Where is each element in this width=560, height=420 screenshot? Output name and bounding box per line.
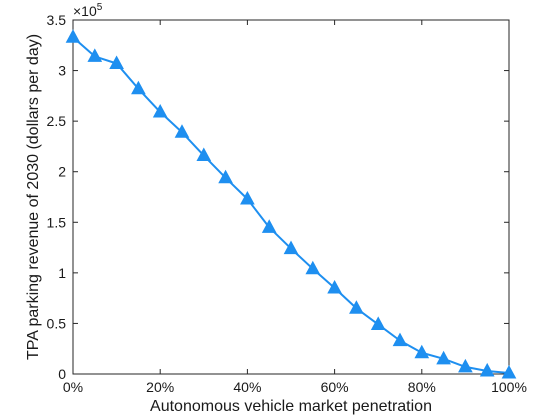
data-point-marker [109,55,124,69]
y-tick-label: 2 [58,164,66,180]
data-point-marker [479,362,495,377]
data-point-marker [458,358,473,373]
x-tick-label: 20% [146,379,174,395]
data-point-marker [436,350,451,365]
y-tick-label: 3 [58,63,66,79]
data-point-marker [174,124,190,138]
x-tick-label: 60% [321,379,349,395]
data-point-marker [283,240,299,255]
data-point-marker [414,344,430,359]
data-point-marker [349,300,364,314]
y-axis-multiplier-base: ×10 [73,3,97,19]
y-axis-multiplier: ×105 [73,2,103,19]
y-axis-label: TPA parking revenue of 2030 (dollars per… [25,34,42,360]
y-tick-label: 0 [58,366,66,382]
x-axis-label: Autonomous vehicle market penetration [150,398,432,415]
x-tick-label: 0% [63,379,83,395]
data-point-marker [196,147,212,162]
y-tick-label: 1 [58,265,66,281]
x-tick-label: 80% [408,379,436,395]
series-layer [65,29,517,379]
y-axis-ticks: 0 0.5 1 1.5 2 2.5 3 3.5 [47,12,509,382]
data-point-marker [152,103,168,118]
y-axis-multiplier-exponent: 5 [97,2,103,13]
data-point-marker [131,80,146,95]
y-tick-label: 1.5 [47,214,67,230]
data-point-marker [305,260,321,275]
y-tick-label: 3.5 [47,12,67,28]
data-point-marker [87,48,103,62]
plot-area [72,19,510,375]
y-tick-label: 2.5 [47,113,67,129]
data-point-marker [261,219,277,233]
data-point-marker [501,364,517,379]
data-point-marker [218,169,233,184]
data-point-marker [370,316,386,330]
x-axis-ticks: 0% 20% 40% 60% 80% 100% [63,20,527,395]
data-point-marker [327,279,342,294]
x-tick-label: 40% [233,379,261,395]
x-tick-label: 100% [491,379,527,395]
data-point-marker [65,29,81,43]
data-point-marker [392,332,408,347]
y-tick-label: 0.5 [47,315,67,331]
data-point-marker [240,190,255,205]
